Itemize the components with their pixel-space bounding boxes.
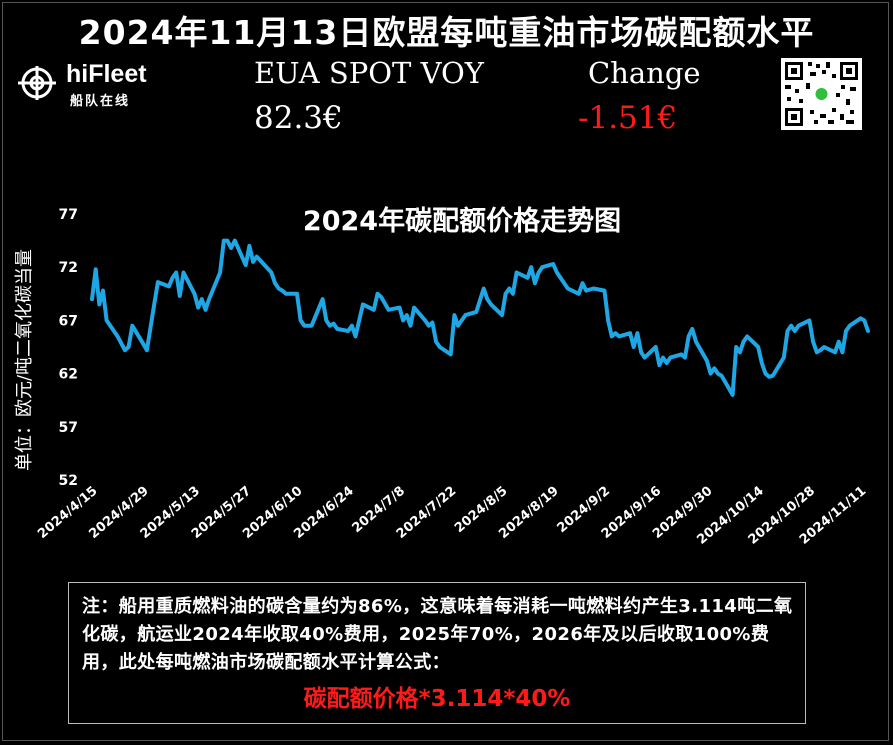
eua-spot-label: EUA SPOT VOY xyxy=(254,56,484,90)
price-line xyxy=(90,238,870,397)
y-tick-label: 57 xyxy=(59,420,78,436)
logo-name: hiFleet xyxy=(66,60,147,88)
change-label: Change xyxy=(588,56,701,90)
hifleet-logo: hiFleet 船队在线 xyxy=(18,60,168,109)
y-tick-label: 77 xyxy=(59,207,78,223)
y-tick-label: 67 xyxy=(59,313,78,329)
note-text: 注：船用重质燃料油的碳含量约为86%，这意味着每消耗一吨燃料约产生3.114吨二… xyxy=(82,596,793,673)
ship-wheel-icon xyxy=(18,66,56,100)
page-title: 2024年11月13日欧盟每吨重油市场碳配额水平 xyxy=(78,13,815,52)
y-tick-label: 72 xyxy=(59,260,78,276)
y-tick-label: 62 xyxy=(59,367,78,383)
formula-text: 碳配额价格*3.114*40% xyxy=(303,686,571,712)
change-value: -1.51€ xyxy=(578,100,678,136)
y-tick-label: 52 xyxy=(59,473,78,489)
eua-spot-value: 82.3€ xyxy=(254,100,343,136)
carbon-price-chart: 2024年碳配额价格走势图 单位：欧元/吨二氧化碳当量 52 57 62 67 72 77… xyxy=(14,205,870,548)
logo-subtitle: 船队在线 xyxy=(70,94,131,109)
chart-title: 2024年碳配额价格走势图 xyxy=(303,205,621,237)
qr-code xyxy=(781,58,862,130)
y-axis-label: 单位：欧元/吨二氧化碳当量 xyxy=(14,249,35,471)
note-box: 注：船用重质燃料油的碳含量约为86%，这意味着每消耗一吨燃料约产生3.114吨二… xyxy=(68,582,806,724)
